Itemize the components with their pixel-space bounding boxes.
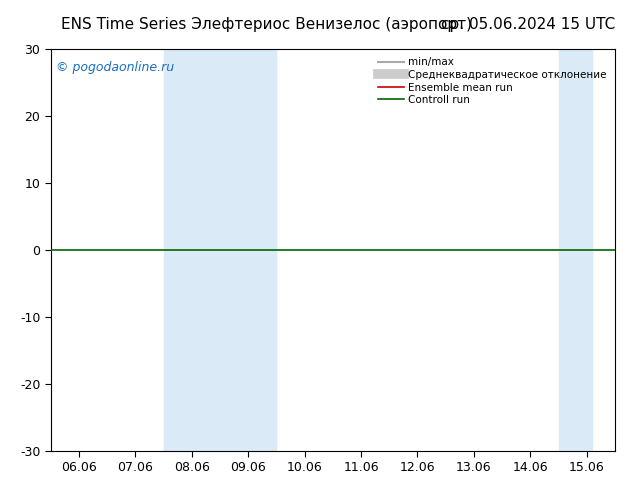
Text: ср. 05.06.2024 15 UTC: ср. 05.06.2024 15 UTC xyxy=(441,17,615,32)
Bar xyxy=(164,49,276,451)
Legend: min/max, Среднеквадратическое отклонение, Ensemble mean run, Controll run: min/max, Среднеквадратическое отклонение… xyxy=(375,54,610,108)
Bar xyxy=(559,49,592,451)
Text: ENS Time Series Элефтериос Венизелос (аэропорт): ENS Time Series Элефтериос Венизелос (аэ… xyxy=(61,17,472,32)
Text: © pogodaonline.ru: © pogodaonline.ru xyxy=(56,61,174,74)
